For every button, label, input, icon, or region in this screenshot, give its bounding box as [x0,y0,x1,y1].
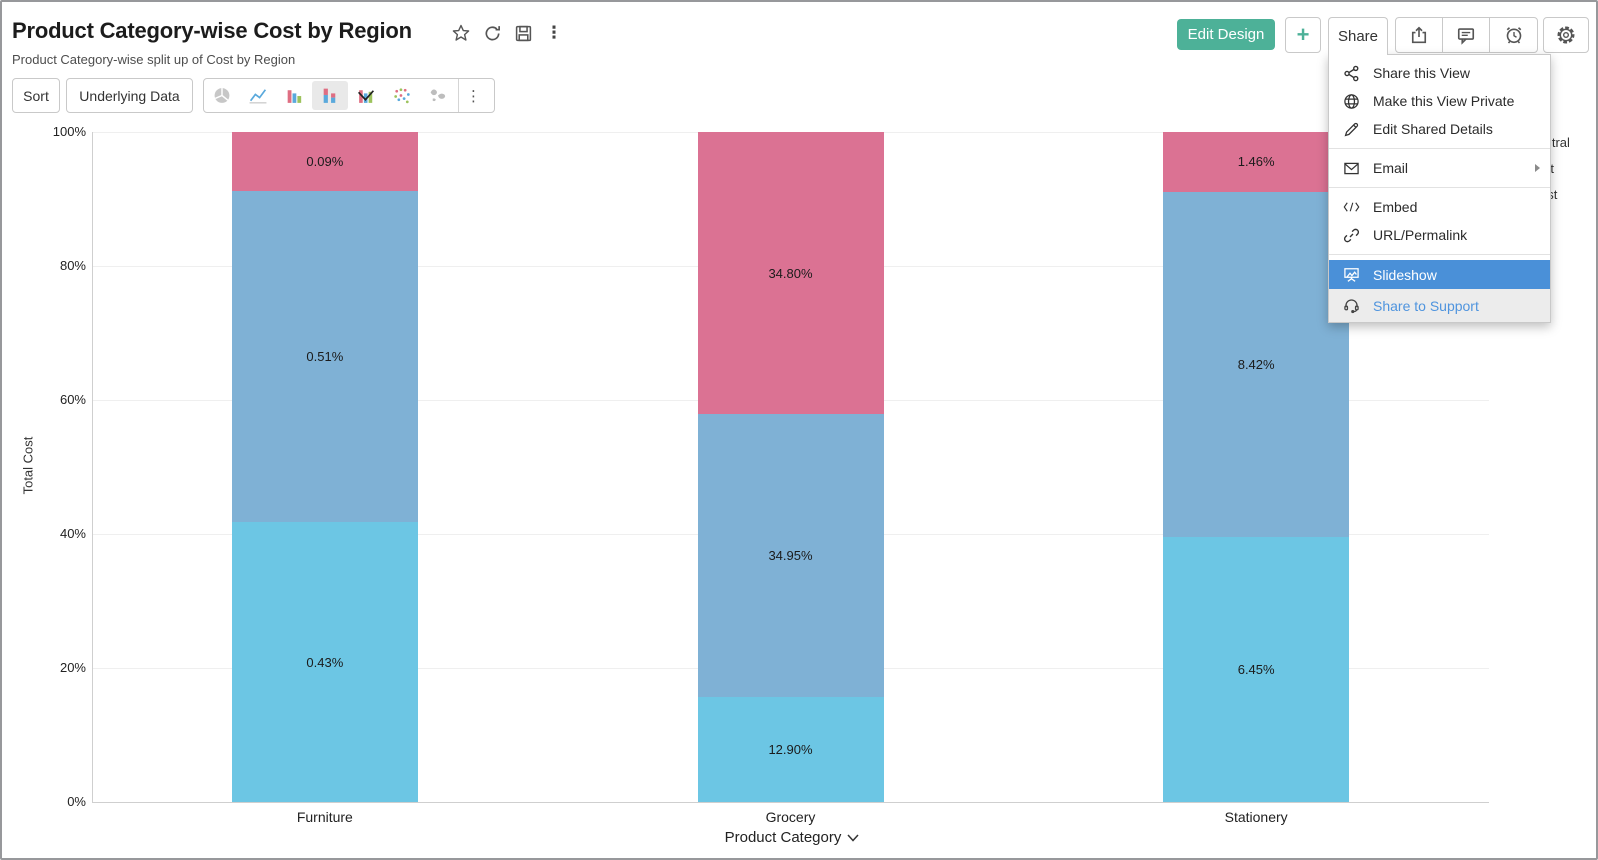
share-dropdown-menu: Share this View Make this View Private Edi… [1328,54,1551,323]
share-nodes-icon [1343,65,1360,82]
plus-icon: + [1296,22,1310,47]
pencil-icon [1343,121,1360,138]
submenu-arrow-icon [1535,164,1540,172]
x-axis-category-label: Furniture [296,809,353,825]
chart-type-pie-icon[interactable] [204,81,240,110]
menu-item-label: Edit Shared Details [1373,121,1493,137]
comment-icon [1457,28,1475,45]
chart-type-combo-icon[interactable] [348,81,384,110]
menu-item-label: Share to Support [1373,297,1479,314]
chart-type-stacked-bar-icon[interactable] [312,81,348,110]
bar-grocery[interactable]: 34.80% 34.95% 12.90% [697,132,884,802]
kebab-menu-icon[interactable]: ⋮ [545,23,563,42]
add-button[interactable]: + [1285,17,1321,53]
menu-divider [1329,187,1550,188]
globe-icon [1343,93,1360,110]
segment-data-label: 12.90% [768,742,813,758]
y-axis-title: Total Cost [20,436,36,495]
menu-item-url-permalink[interactable]: URL/Permalink [1329,221,1550,249]
alert-button[interactable] [1490,18,1537,52]
segment-grocery-central[interactable]: 34.80% [697,132,884,415]
segment-data-label: 6.45% [1237,662,1275,678]
view-action-buttons [1395,17,1538,53]
segment-data-label: 0.09% [306,153,344,169]
bar-stationery[interactable]: 1.46% 8.42% 6.45% [1163,132,1350,802]
y-axis-tick-label: 60% [59,392,86,407]
menu-divider [1329,254,1550,255]
y-axis-tick-label: 80% [59,258,86,273]
settings-button[interactable] [1543,17,1589,53]
page-title: Product Category-wise Cost by Region [12,18,412,43]
chart-type-bar-icon[interactable] [276,81,312,110]
segment-data-label: 1.46% [1237,154,1275,170]
x-axis-line [92,802,1489,803]
envelope-icon [1343,160,1360,177]
link-icon [1343,227,1360,244]
segment-furniture-west[interactable]: 0.43% [231,522,418,802]
menu-item-label: Slideshow [1373,266,1437,283]
edit-design-button[interactable]: Edit Design [1177,19,1275,50]
export-button[interactable] [1396,18,1443,52]
segment-stationery-west[interactable]: 6.45% [1163,537,1350,802]
y-axis-tick-label: 40% [59,526,86,541]
code-icon [1343,199,1360,216]
menu-item-slideshow[interactable]: Slideshow [1329,260,1550,289]
menu-item-label: Make this View Private [1373,93,1515,109]
chart-type-switcher: ⋮ [203,78,495,113]
y-axis-tick-label: 0% [67,794,86,809]
menu-item-make-this-view-private[interactable]: Make this View Private [1329,87,1550,115]
alert-icon [1506,27,1521,44]
chart-type-line-icon[interactable] [240,81,276,110]
chart-type-more-button[interactable]: ⋮ [466,87,482,105]
segment-grocery-east[interactable]: 34.95% [697,414,884,698]
save-icon[interactable] [512,22,534,44]
comment-button[interactable] [1443,18,1490,52]
segment-data-label: 0.43% [306,654,344,670]
menu-item-edit-shared-details[interactable]: Edit Shared Details [1329,115,1550,143]
menu-item-email[interactable]: Email [1329,154,1550,182]
chevron-down-icon [847,833,859,842]
slideshow-icon [1343,266,1360,283]
y-axis-tick-label: 20% [59,660,86,675]
segment-stationery-east[interactable]: 8.42% [1163,191,1350,538]
y-axis-line [92,132,93,802]
chart-type-scatter-icon[interactable] [384,81,420,110]
headset-icon [1343,297,1360,314]
title-action-icons: ⋮ [450,22,565,44]
menu-item-label: URL/Permalink [1373,227,1468,243]
y-axis-tick-label: 100% [52,124,86,139]
menu-item-label: Share this View [1373,65,1471,81]
segment-grocery-west[interactable]: 12.90% [697,697,884,802]
page-subtitle: Product Category-wise split up of Cost b… [12,52,296,67]
underlying-data-button[interactable]: Underlying Data [66,78,193,113]
menu-item-share-to-support[interactable]: Share to Support [1329,289,1550,322]
share-button[interactable]: Share [1328,17,1388,55]
menu-item-label: Email [1373,160,1409,176]
star-icon[interactable] [450,22,472,44]
export-icon [1411,26,1427,44]
menu-item-share-this-view[interactable]: Share this View [1329,59,1550,87]
segment-data-label: 8.42% [1237,357,1275,373]
menu-divider [1329,148,1550,149]
segment-furniture-east[interactable]: 0.51% [231,190,418,523]
segment-data-label: 34.80% [768,265,813,281]
chart-type-map-icon[interactable] [420,81,456,110]
sort-button[interactable]: Sort [12,78,60,113]
toolbar-divider [458,79,459,112]
segment-data-label: 0.51% [306,348,344,364]
segment-data-label: 34.95% [768,548,813,564]
segment-stationery-central[interactable]: 1.46% [1163,132,1350,192]
x-axis-title-label: Product Category [724,829,842,846]
menu-item-embed[interactable]: Embed [1329,193,1550,221]
segment-furniture-central[interactable]: 0.09% [231,132,418,191]
bar-furniture[interactable]: 0.09% 0.51% 0.43% [231,132,418,802]
x-axis-category-label: Grocery [765,809,816,825]
menu-item-label: Embed [1373,199,1418,215]
settings-gear-icon [1557,26,1575,44]
x-axis-title[interactable]: Product Category [692,829,892,846]
refresh-icon[interactable] [481,22,503,44]
x-axis-category-label: Stationery [1224,809,1288,825]
